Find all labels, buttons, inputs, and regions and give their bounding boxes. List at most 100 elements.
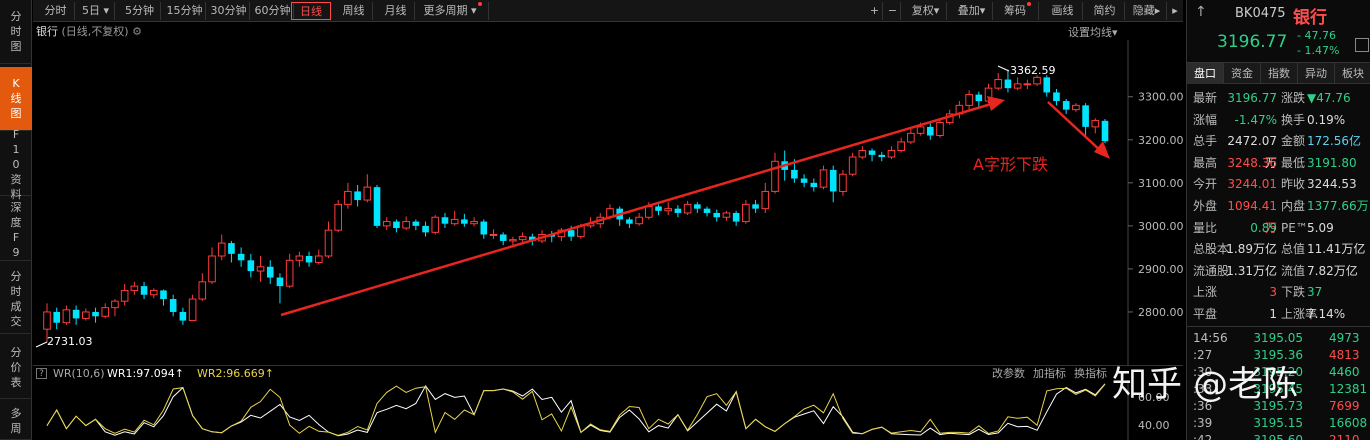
tab-movers[interactable]: 异动 [1298, 63, 1335, 84]
candle-down [354, 191, 361, 201]
tab-time-chart[interactable]: 分时图 [0, 0, 32, 64]
kline-chart[interactable]: 2800.00 2900.00 3000.00 3100.00 3200.00 3300.… [33, 40, 1183, 365]
tick-time: :33 [1193, 382, 1213, 396]
tab-index[interactable]: 指数 [1261, 63, 1298, 84]
period-30min[interactable]: 30分钟 [208, 2, 250, 20]
candle-up [819, 169, 828, 188]
low-price-pointer [35, 341, 48, 348]
period-timeshare[interactable]: 分时 [37, 2, 75, 20]
quote-label: 流值 [1281, 263, 1306, 278]
simple-button[interactable]: 简约 [1085, 2, 1125, 20]
quote-row: 总手 2472.07万 金额 172.56亿 [1187, 130, 1370, 170]
candle-up [722, 212, 731, 218]
wr-indicator-chart[interactable]: 60.00 40.00 [33, 380, 1183, 440]
quote-value: 7.14% [1307, 307, 1346, 321]
expand-icon[interactable]: ↑ [1195, 4, 1207, 20]
overlay-button[interactable]: 叠加▾ [951, 2, 993, 20]
switch-indicator-button[interactable]: 换指标 [1074, 367, 1107, 380]
candle-down [461, 219, 468, 224]
quote-value: ▼47.76 [1307, 91, 1351, 105]
period-monthly[interactable]: 月线 [377, 2, 415, 20]
period-5day[interactable]: 5日 ▾ [77, 2, 115, 20]
candle-down [237, 253, 245, 261]
candle-up [450, 218, 459, 225]
tick-row: :33 3195.45 12381 [1187, 380, 1370, 398]
candle-down [674, 208, 682, 213]
period-weekly[interactable]: 周线 [335, 2, 373, 20]
candle-up [644, 206, 653, 218]
candle-up [295, 255, 304, 261]
candle-down [694, 204, 701, 209]
price-axis-label: 3200.00 [1138, 134, 1183, 147]
tick-row: :27 3195.36 4813 [1187, 346, 1370, 364]
period-daily[interactable]: 日线 [291, 2, 331, 20]
quote-label: 昨收 [1281, 177, 1306, 192]
quote-label: 量比 [1193, 220, 1218, 235]
tab-f10-info[interactable]: F10资料 [0, 128, 32, 201]
sector-code: BK0475 [1235, 6, 1286, 21]
tab-sector[interactable]: 板块 [1335, 63, 1370, 84]
period-more[interactable]: 更多周期 ▾ [417, 2, 489, 20]
candle-down [829, 169, 837, 192]
candle-up [344, 190, 352, 205]
help-icon[interactable]: ? [36, 368, 47, 379]
tick-time: :39 [1193, 416, 1213, 430]
indicator-name: WR(10,6) [53, 367, 105, 380]
tab-time-trades[interactable]: 分时成交 [0, 264, 32, 334]
adjust-button[interactable]: 复权▾ [905, 2, 947, 20]
candle-up [314, 255, 323, 263]
tick-time: :27 [1193, 348, 1213, 362]
quote-value: -1.47% [1234, 112, 1277, 127]
ind-ylabel: 60.00 [1138, 391, 1170, 404]
period-15min[interactable]: 15分钟 [164, 2, 206, 20]
tab-multi-period[interactable]: 多周 [0, 402, 32, 440]
tick-row: :36 3195.73 7699 [1187, 397, 1370, 415]
tick-price: 3195.60 [1253, 433, 1303, 440]
zoom-in-button[interactable]: + [867, 2, 883, 20]
high-price-pointer [997, 65, 1010, 72]
candle-down [1062, 101, 1070, 110]
period-5min[interactable]: 5分钟 [119, 2, 161, 20]
candle-up [635, 216, 643, 225]
notify-dot-icon [477, 2, 482, 6]
candle-up [1023, 83, 1032, 86]
candle-up [994, 79, 1003, 89]
candle-down [732, 212, 740, 222]
candle-down [72, 309, 80, 319]
tick-row: :42 3195.60 2110 [1187, 431, 1370, 440]
gear-icon[interactable]: ⚙ [132, 25, 142, 38]
candle-up [683, 203, 692, 214]
quote-row: 涨幅 -1.47% 换手 0.19% [1187, 109, 1370, 131]
ma-settings-button[interactable]: 设置均线▾ [1068, 26, 1118, 39]
tab-depth-f9[interactable]: 深度F9 [0, 199, 32, 261]
zoom-out-button[interactable]: − [885, 2, 901, 20]
period-60min[interactable]: 60分钟 [252, 2, 294, 20]
tick-row: :39 3195.15 16608 [1187, 414, 1370, 432]
hide-button[interactable]: 隐藏▸ [1127, 2, 1167, 20]
candle-down [1082, 105, 1089, 127]
price-axis-label: 3100.00 [1138, 177, 1183, 190]
tab-price-table[interactable]: 分价表 [0, 337, 32, 399]
draw-button[interactable]: 画线 [1043, 2, 1083, 20]
tick-volume: 2110 [1329, 433, 1360, 440]
candle-up [489, 233, 498, 236]
checkbox-icon[interactable] [1355, 38, 1369, 52]
wr2-value: WR2:96.669↑ [197, 367, 274, 380]
tick-time: :42 [1193, 433, 1213, 440]
collapse-panel-icon[interactable]: ▸ [1172, 4, 1178, 17]
candle-down [305, 256, 313, 263]
change-params-button[interactable]: 改参数 [992, 367, 1025, 380]
candle-down [228, 243, 235, 254]
downtrend-arrowhead [1094, 141, 1110, 159]
tab-fund-flow[interactable]: 资金 [1224, 63, 1261, 84]
tab-kline-chart[interactable]: K线图 [0, 67, 32, 131]
add-indicator-button[interactable]: 加指标 [1033, 367, 1066, 380]
quote-value: 3191.80 [1307, 155, 1357, 170]
quote-row: 总股本 1.89万亿 总值 11.41万亿 [1187, 238, 1370, 260]
tab-order-book[interactable]: 盘口 [1187, 63, 1224, 84]
chips-button[interactable]: 筹码 [997, 2, 1039, 20]
tick-price: 3195.73 [1253, 399, 1303, 413]
candle-down [1004, 79, 1012, 89]
quote-label: 上涨率 [1281, 307, 1318, 321]
quote-value: 3248.36 [1227, 155, 1277, 170]
